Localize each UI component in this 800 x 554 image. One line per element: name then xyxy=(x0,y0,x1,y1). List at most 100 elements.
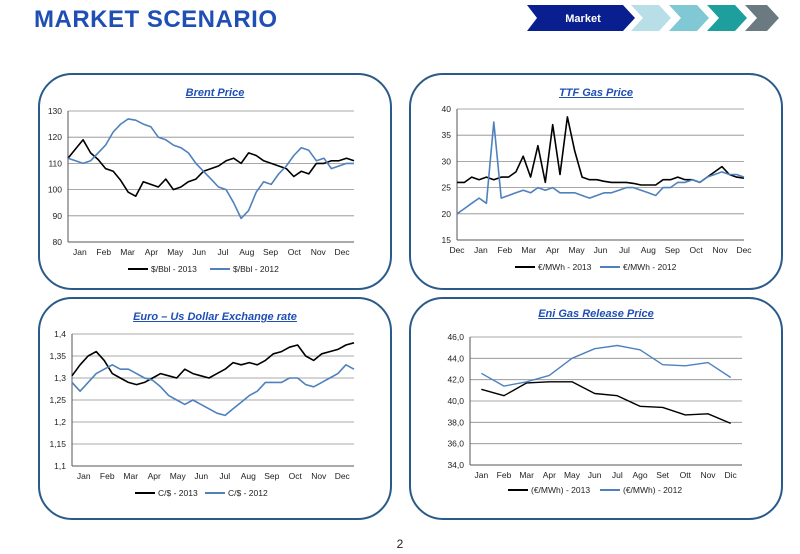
y-tick-label: 42,0 xyxy=(447,375,464,385)
x-tick-label: Dec xyxy=(335,247,351,257)
x-tick-label: Aug xyxy=(241,471,256,481)
x-tick-label: Mar xyxy=(519,470,534,480)
x-tick-label: Sep xyxy=(665,245,680,255)
x-tick-label: Nov xyxy=(311,471,327,481)
brent-panel: Brent Price xyxy=(38,73,392,290)
y-tick-label: 80 xyxy=(53,237,63,247)
x-tick-label: May xyxy=(170,471,187,481)
x-tick-label: Ago xyxy=(632,470,647,480)
y-tick-label: 1,15 xyxy=(49,439,66,449)
legend-label: C/$ - 2013 xyxy=(158,488,198,498)
x-tick-label: Dic xyxy=(725,470,738,480)
x-tick-label: Jun xyxy=(588,470,602,480)
chart-title: TTF Gas Price xyxy=(559,87,633,99)
y-tick-label: 25 xyxy=(442,183,452,193)
y-tick-label: 35 xyxy=(442,130,452,140)
series-line-0 xyxy=(457,116,745,186)
x-tick-label: Nov xyxy=(713,245,729,255)
y-tick-label: 1,4 xyxy=(54,329,66,339)
x-tick-label: Dec xyxy=(736,245,752,255)
series-line-1 xyxy=(456,121,745,215)
x-tick-label: Jul xyxy=(219,471,230,481)
breadcrumb-chevron-active[interactable] xyxy=(527,5,635,31)
x-tick-label: Feb xyxy=(100,471,115,481)
y-tick-label: 40,0 xyxy=(447,396,464,406)
x-tick-label: Aug xyxy=(239,247,254,257)
series-line-1 xyxy=(67,118,354,220)
x-tick-label: Aug xyxy=(641,245,656,255)
x-tick-label: Set xyxy=(656,470,669,480)
x-tick-label: Mar xyxy=(521,245,536,255)
y-tick-label: 1,2 xyxy=(54,417,66,427)
breadcrumb: Market xyxy=(527,5,779,31)
chart-title: Euro – Us Dollar Exchange rate xyxy=(133,311,297,323)
x-tick-label: Jun xyxy=(194,471,208,481)
breadcrumb-chevron-2[interactable] xyxy=(631,5,671,31)
x-tick-label: Oct xyxy=(289,471,303,481)
y-tick-label: 110 xyxy=(48,158,62,168)
x-tick-label: Ott xyxy=(680,470,692,480)
legend-label: €/MWh - 2012 xyxy=(623,262,677,272)
x-tick-label: Jan xyxy=(474,245,488,255)
legend-label: (€/MWh) - 2013 xyxy=(531,485,590,495)
x-tick-label: Oct xyxy=(690,245,704,255)
legend-label: (€/MWh) - 2012 xyxy=(623,485,682,495)
x-tick-label: Apr xyxy=(543,470,556,480)
x-tick-label: Jan xyxy=(73,247,87,257)
y-tick-label: 34,0 xyxy=(447,460,464,470)
x-tick-label: Jul xyxy=(619,245,630,255)
breadcrumb-chevron-4[interactable] xyxy=(707,5,747,31)
y-tick-label: 36,0 xyxy=(447,439,464,449)
y-tick-label: 38,0 xyxy=(447,417,464,427)
x-tick-label: Apr xyxy=(148,471,161,481)
x-tick-label: Dec xyxy=(449,245,465,255)
x-tick-label: Apr xyxy=(145,247,158,257)
breadcrumb-chevron-5[interactable] xyxy=(745,5,779,31)
y-tick-label: 1,25 xyxy=(49,395,66,405)
x-tick-label: Jul xyxy=(217,247,228,257)
x-tick-label: May xyxy=(569,245,586,255)
x-tick-label: Jun xyxy=(192,247,206,257)
x-tick-label: Sep xyxy=(264,471,279,481)
y-tick-label: 46,0 xyxy=(447,332,464,342)
x-tick-label: Jun xyxy=(594,245,608,255)
x-tick-label: Nov xyxy=(700,470,716,480)
breadcrumb-label: Market xyxy=(565,13,601,25)
legend-label: C/$ - 2012 xyxy=(228,488,268,498)
legend-label: $/Bbl - 2012 xyxy=(233,264,279,274)
x-tick-label: Dec xyxy=(335,471,351,481)
y-tick-label: 130 xyxy=(48,106,62,116)
breadcrumb-chevron-3[interactable] xyxy=(669,5,709,31)
y-tick-label: 15 xyxy=(442,235,452,245)
y-tick-label: 20 xyxy=(442,209,452,219)
chart-0: 80 90 100 110 120 130 Jan Feb Mar Apr May Jun Jul Aug… xyxy=(48,106,355,274)
chart-2: 1,1 1,15 1,2 1,25 1,3 1,35 1,4 Jan Feb Mar Apr May J… xyxy=(49,329,355,498)
x-tick-label: Mar xyxy=(120,247,135,257)
series-line-1 xyxy=(480,344,732,387)
eni-panel: Eni Gas Release Price xyxy=(409,297,783,520)
x-tick-label: Apr xyxy=(546,245,559,255)
legend-label: $/Bbl - 2013 xyxy=(151,264,197,274)
legend-label: €/MWh - 2013 xyxy=(538,262,592,272)
y-tick-label: 100 xyxy=(48,185,62,195)
series-line-0 xyxy=(67,139,355,197)
x-tick-label: Mar xyxy=(123,471,138,481)
x-tick-label: Feb xyxy=(96,247,111,257)
chart-title: Brent Price xyxy=(185,87,245,99)
chart-1: 15 20 25 30 35 40 Dec Jan Feb Mar Apr May Jun Jul Aug S… xyxy=(442,104,753,272)
y-tick-label: 90 xyxy=(53,211,63,221)
x-tick-label: May xyxy=(564,470,581,480)
y-tick-label: 120 xyxy=(48,132,62,142)
y-tick-label: 1,1 xyxy=(54,461,66,471)
y-tick-label: 30 xyxy=(442,156,452,166)
x-tick-label: Sep xyxy=(263,247,278,257)
chart-title: Eni Gas Release Price xyxy=(538,308,654,320)
x-tick-label: Nov xyxy=(311,247,327,257)
x-tick-label: Jan xyxy=(474,470,488,480)
page-number: 2 xyxy=(396,537,404,551)
chart-3: 34,0 36,0 38,0 40,0 42,0 44,0 46,0 Jan Feb Mar Apr… xyxy=(447,332,742,495)
x-tick-label: May xyxy=(167,247,184,257)
series-line-1 xyxy=(71,363,355,417)
y-tick-label: 44,0 xyxy=(447,353,464,363)
